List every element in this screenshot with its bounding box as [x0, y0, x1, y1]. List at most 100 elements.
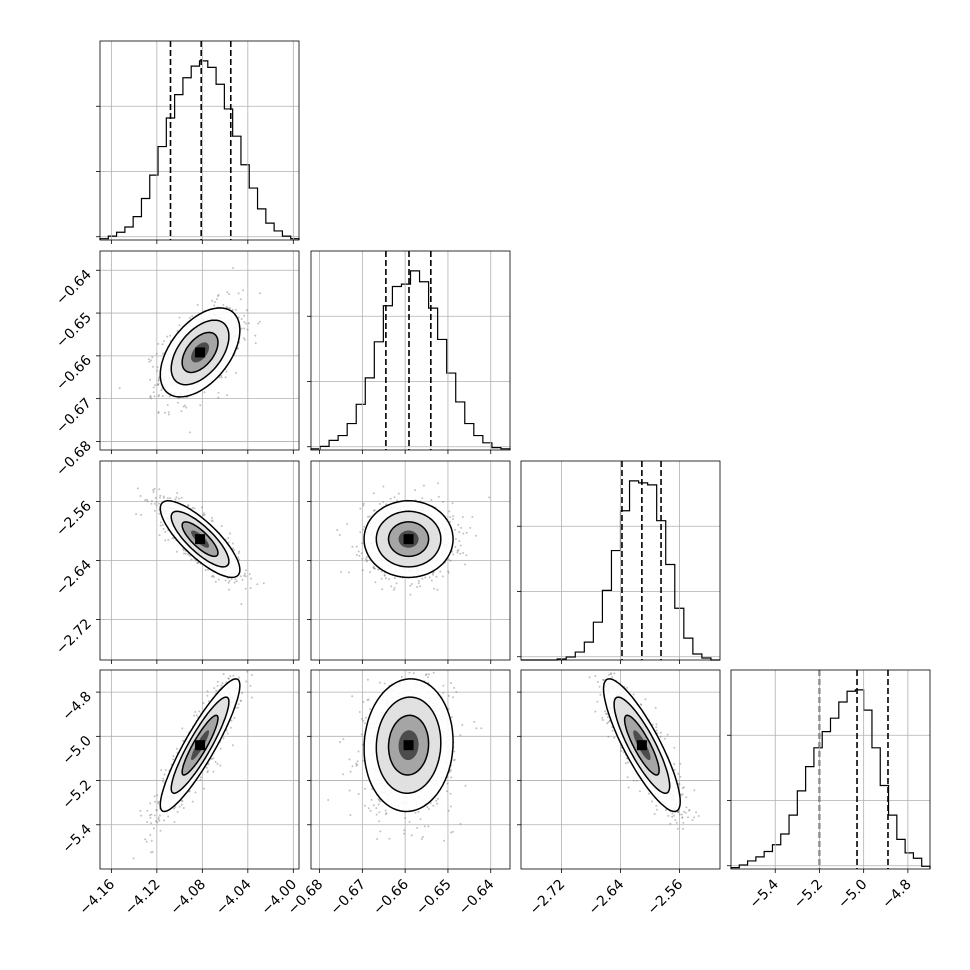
sample-point: [601, 716, 604, 719]
sample-point: [424, 674, 427, 677]
sample-point: [437, 495, 440, 498]
sample-point: [370, 798, 373, 801]
sample-point: [679, 775, 682, 778]
sample-point: [249, 684, 252, 687]
sample-point: [427, 825, 430, 828]
sample-point: [383, 573, 386, 576]
sample-point: [166, 335, 169, 338]
sample-point: [187, 553, 189, 556]
sample-point: [182, 405, 185, 408]
sample-point: [230, 578, 233, 580]
sample-point: [163, 819, 165, 822]
sample-point: [673, 746, 676, 749]
sample-point: [410, 834, 413, 837]
sample-point: [380, 577, 383, 580]
sample-point: [369, 809, 372, 812]
sample-point: [419, 818, 422, 821]
sample-point: [450, 716, 453, 719]
sample-point: [426, 806, 429, 809]
sample-point: [366, 678, 369, 681]
sample-point: [180, 803, 183, 806]
histogram-step: [730, 689, 931, 869]
sample-point: [155, 500, 158, 503]
sample-point: [164, 530, 167, 533]
sample-point: [475, 534, 477, 537]
sample-point: [158, 488, 161, 491]
sample-point: [217, 578, 220, 581]
sample-point: [458, 540, 461, 543]
sample-point: [160, 521, 162, 524]
sample-point: [166, 497, 169, 500]
sample-point: [193, 507, 196, 510]
sample-point: [156, 366, 159, 369]
sample-point: [157, 411, 160, 414]
grid-lines-3-3: [774, 670, 909, 869]
sample-point: [452, 696, 455, 699]
sample-point: [681, 816, 684, 819]
sample-point: [450, 776, 453, 779]
sample-point: [227, 537, 230, 540]
sample-point: [654, 706, 657, 709]
sample-point: [447, 571, 450, 574]
sample-point: [140, 513, 143, 516]
sample-point: [181, 727, 184, 730]
sample-point: [385, 812, 388, 815]
sample-point: [356, 760, 359, 763]
sample-point: [458, 531, 461, 534]
sample-point: [671, 812, 674, 815]
sample-point: [167, 413, 170, 416]
sample-point: [154, 497, 157, 499]
sample-point: [196, 303, 199, 306]
density-peak: [195, 347, 206, 358]
sample-point: [451, 518, 454, 521]
scatter-panel-3-1: [311, 670, 510, 869]
sample-point: [177, 397, 180, 400]
sample-point: [158, 512, 161, 515]
sample-point: [421, 836, 424, 838]
sample-point: [450, 831, 453, 834]
sample-point: [454, 537, 457, 540]
sample-point: [247, 322, 250, 325]
sample-point: [149, 833, 152, 836]
sample-point: [379, 830, 382, 833]
sample-point: [194, 791, 197, 794]
sample-point: [242, 337, 245, 340]
sample-point: [436, 588, 439, 591]
sample-point: [155, 352, 158, 355]
sample-point: [234, 308, 237, 311]
sample-point: [235, 371, 237, 374]
sample-point: [191, 800, 194, 803]
sample-point: [243, 321, 246, 324]
sample-point: [229, 532, 231, 535]
sample-point: [381, 588, 384, 591]
sample-point: [167, 538, 170, 541]
sample-point: [372, 492, 375, 495]
sample-point: [248, 573, 251, 576]
sample-point: [365, 556, 368, 559]
sample-point: [244, 587, 247, 590]
sample-point: [175, 550, 178, 553]
sample-point: [156, 369, 159, 372]
sample-point: [150, 359, 152, 362]
sample-point: [168, 395, 171, 398]
sample-point: [681, 787, 684, 790]
sample-point: [465, 531, 468, 534]
sample-point: [453, 750, 456, 753]
sample-point: [228, 588, 231, 591]
sample-point: [659, 731, 662, 734]
sample-point: [400, 675, 403, 678]
sample-point: [403, 832, 406, 835]
sample-point: [361, 569, 364, 572]
sample-point: [414, 489, 417, 492]
sample-point: [465, 554, 468, 557]
sample-point: [204, 569, 207, 571]
sample-point: [146, 821, 149, 823]
sample-point: [355, 545, 358, 548]
sample-point: [239, 699, 242, 702]
sample-point: [372, 565, 375, 568]
sample-point: [409, 593, 412, 596]
sample-point: [632, 779, 635, 782]
sample-point: [184, 552, 187, 555]
sample-point: [351, 695, 354, 698]
